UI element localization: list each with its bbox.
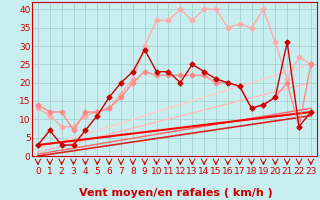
Text: Vent moyen/en rafales ( km/h ): Vent moyen/en rafales ( km/h ) [79,188,273,198]
